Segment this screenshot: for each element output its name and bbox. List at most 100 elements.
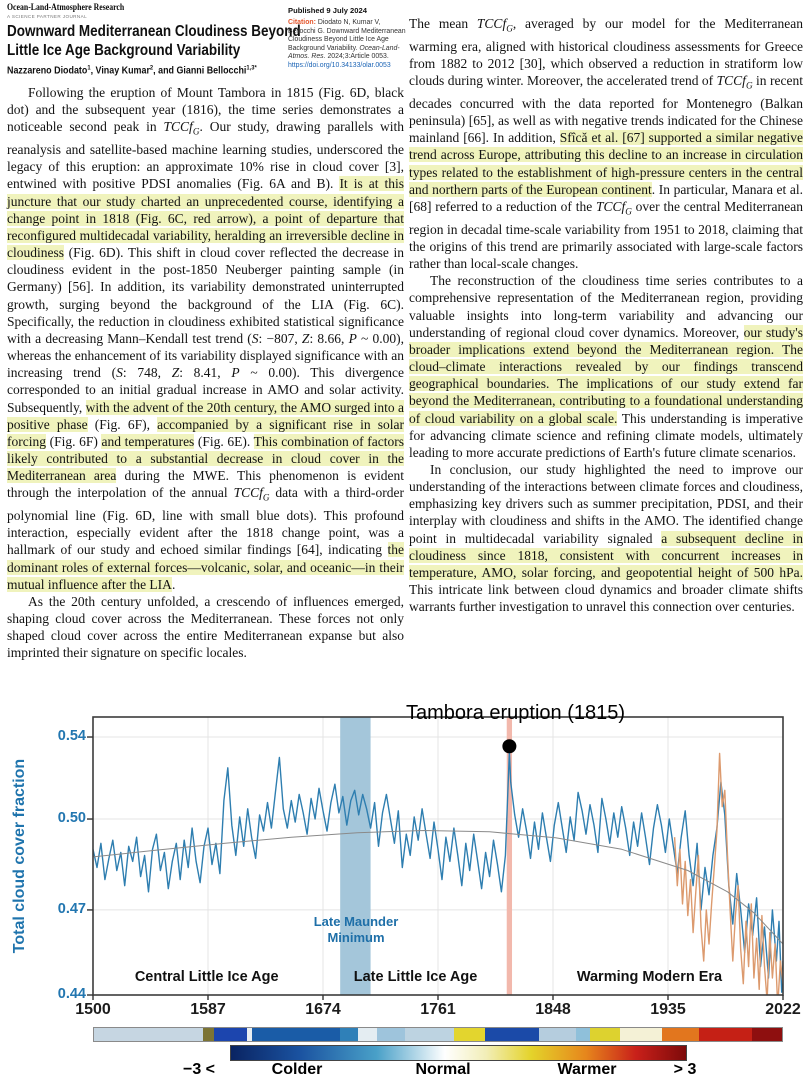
tambora-annotation: Tambora eruption (1815) — [406, 702, 626, 724]
colorbar-label: Normal — [415, 1061, 471, 1078]
text-segment: This intricate link between cloud dynami… — [409, 582, 803, 615]
temp-strip-segment — [252, 1028, 341, 1041]
cloud-cover-chart — [87, 716, 784, 1000]
text-segment: data with a third-order polynomial line … — [7, 485, 404, 558]
x-tick-label: 1761 — [420, 1001, 456, 1018]
y-tick-label: 0.44 — [57, 986, 86, 1002]
column-right: The mean TCCfG, averaged by our model fo… — [409, 15, 803, 615]
authors: Nazzareno Diodato1, Vinay Kumar2, and Gi… — [7, 64, 262, 77]
colorbar-legend — [230, 1045, 687, 1061]
masthead: Ocean-Land-Atmosphere Research A SCIENCE… — [7, 3, 307, 77]
text-segment: P — [231, 365, 240, 381]
text-segment: 2 — [149, 64, 154, 71]
citation-label: Citation: — [288, 19, 316, 26]
text-segment: In conclusion, our study highlighted the… — [409, 461, 803, 546]
temp-strip-segment — [405, 1028, 454, 1041]
text-segment: , and Gianni Bellocchi — [153, 64, 247, 77]
text-segment: S — [251, 330, 259, 346]
temp-strip-segment — [589, 1028, 620, 1041]
colorbar-label: −3 < — [182, 1061, 216, 1078]
late-maunder-minimum-label: Late Maunder Minimum — [313, 914, 399, 945]
temp-strip-segment — [246, 1028, 253, 1041]
text-segment: : −807, — [258, 330, 302, 346]
text-segment: Ocean-Land-Atmos. Res. — [288, 44, 400, 61]
temperature-anomaly-strip — [93, 1027, 783, 1042]
column-left: Following the eruption of Mount Tambora … — [7, 84, 405, 662]
text-segment: during the MWE. This phenomenon is evide… — [7, 468, 404, 501]
series-modern — [673, 752, 783, 995]
text-segment: 2024;3:Article 0053. — [325, 53, 389, 61]
series-trend — [93, 830, 783, 945]
text-segment: ~ 0.00), whereas the enhancement of its … — [7, 330, 404, 381]
temp-strip-segment — [662, 1028, 699, 1041]
temp-strip-segment — [453, 1028, 486, 1041]
text-segment: TCCf — [476, 16, 507, 31]
text-segment: G — [506, 23, 513, 34]
citation-text: Citation: Diodato N, Kumar V, Bellocchi … — [288, 19, 406, 71]
paragraph: The reconstruction of the cloudiness tim… — [409, 272, 803, 461]
era-label: Central Little Ice Age — [134, 969, 279, 985]
text-segment: Z — [301, 330, 310, 346]
text-segment: 1,3* — [246, 64, 257, 71]
temp-strip-segment — [203, 1028, 214, 1041]
text-segment: S — [116, 365, 123, 381]
text-segment: : 8.41, — [179, 365, 232, 381]
text-segment: : 748, — [122, 365, 172, 381]
temp-strip-segment — [94, 1028, 204, 1041]
published-date: Published 9 July 2024 — [288, 6, 367, 15]
era-label: Warming Modern Era — [576, 969, 723, 985]
x-tick-label: 1848 — [535, 1001, 571, 1018]
text-segment: : 8.66, — [309, 330, 349, 346]
colorbar-label: Colder — [271, 1061, 323, 1078]
text-segment: . Our study, drawing parallels with rean… — [7, 119, 404, 192]
citation-box: Published 9 July 2024 Citation: Diodato … — [288, 6, 406, 71]
text-segment: The reconstruction of the cloudiness tim… — [409, 273, 803, 340]
text-segment: As the 20th century unfolded, a crescend… — [7, 593, 404, 661]
temp-strip-segment — [698, 1028, 752, 1041]
text-segment: P — [348, 330, 357, 346]
tambora-band — [506, 717, 513, 995]
text-segment: (Fig. 6E). — [194, 433, 254, 449]
y-tick-label: 0.47 — [57, 900, 86, 917]
text-segment: . In particular, Manara et al. [68] refe… — [409, 181, 803, 214]
page-title: Downward Mediterranean Cloudiness Beyond… — [7, 23, 307, 60]
text-segment: 1 — [87, 64, 91, 71]
text-segment: Z — [171, 365, 180, 381]
temp-strip-segment — [751, 1028, 782, 1041]
temp-strip-segment — [357, 1028, 378, 1041]
text-segment: (Fig. 6F), — [87, 416, 158, 432]
temp-strip-segment — [213, 1028, 247, 1041]
temp-strip-segment — [576, 1028, 590, 1041]
x-tick-label: 2022 — [765, 1001, 801, 1018]
title-line-1: Downward Mediterranean Cloudiness Beyond — [7, 23, 301, 40]
paragraph: Following the eruption of Mount Tambora … — [7, 84, 405, 593]
journal-tagline: A SCIENCE PARTNER JOURNAL — [7, 14, 88, 19]
doi-link[interactable]: https://doi.org/10.34133/olar.0053 — [288, 61, 391, 69]
temp-strip-segment — [340, 1028, 358, 1041]
tambora-eruption-dot — [502, 739, 517, 754]
text-segment: (Fig. 6F) — [45, 433, 102, 449]
text-segment: and temperatures — [101, 433, 195, 449]
text-segment: Diodato N, Kumar V, Bellocchi G. Downwar… — [288, 19, 406, 52]
x-tick-label: 1935 — [650, 1001, 686, 1018]
text-segment: (Fig. 6D). This shift in cloud cover ref… — [7, 245, 404, 346]
journal-name: Ocean-Land-Atmosphere Research — [7, 3, 125, 13]
colorbar-label: > 3 — [673, 1061, 697, 1078]
text-segment: TCCf — [163, 119, 193, 135]
text-segment: TCCf — [233, 485, 263, 501]
text-segment: TCCf — [595, 198, 626, 214]
text-segment: Following the eruption of Mount Tambora … — [7, 85, 404, 135]
paragraph: As the 20th century unfolded, a crescend… — [7, 593, 404, 662]
text-segment: in recent decades concurred with the dat… — [409, 73, 803, 146]
x-tick-label: 1674 — [305, 1001, 341, 1018]
text-segment: This understanding is imperative for adv… — [409, 410, 803, 460]
text-segment: G — [745, 80, 753, 91]
series-reconstructed — [93, 750, 783, 993]
temp-strip-segment — [619, 1028, 663, 1041]
temp-strip-segment — [485, 1028, 540, 1041]
temp-strip-segment — [377, 1028, 406, 1041]
text-segment: , averaged by our model for the Mediterr… — [409, 16, 803, 89]
text-segment: . — [171, 576, 176, 592]
text-segment: , Vinay Kumar — [90, 64, 150, 77]
